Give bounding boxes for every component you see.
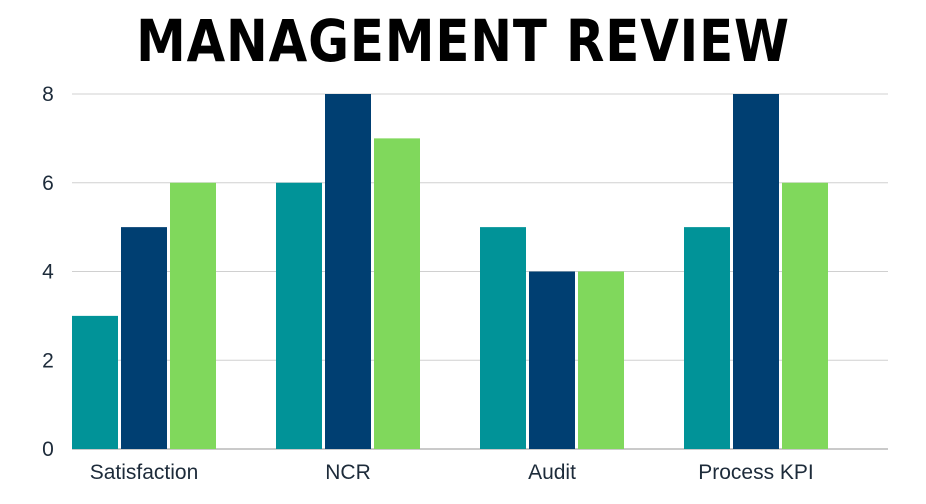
- bar-satisfaction-1: [72, 315, 118, 449]
- x-axis-labels: Satisfaction NCR Audit Process KPI: [90, 461, 814, 484]
- y-tick-label: 6: [42, 172, 54, 195]
- bar-audit-3: [578, 271, 624, 449]
- y-tick-label: 0: [42, 438, 54, 461]
- y-tick-label: 4: [42, 261, 54, 284]
- x-category-label: Process KPI: [698, 461, 814, 484]
- bar-ncr-3: [374, 138, 420, 449]
- bar-process-kpi-2: [733, 94, 779, 449]
- x-category-label: Satisfaction: [90, 461, 199, 484]
- bar-satisfaction-2: [121, 227, 167, 449]
- bars: [72, 94, 828, 449]
- bar-audit-2: [529, 271, 575, 449]
- chart-title: MANAGEMENT REVIEW: [136, 7, 790, 75]
- y-tick-label: 8: [42, 83, 54, 106]
- y-tick-label: 2: [42, 349, 54, 372]
- bar-satisfaction-3: [170, 182, 216, 449]
- y-axis-ticks: 0 2 4 6 8: [42, 83, 54, 461]
- x-category-label: NCR: [325, 461, 371, 484]
- x-category-label: Audit: [528, 461, 576, 484]
- bar-ncr-1: [276, 182, 322, 449]
- bar-ncr-2: [325, 94, 371, 449]
- bar-process-kpi-1: [684, 227, 730, 449]
- bar-process-kpi-3: [782, 182, 828, 449]
- bar-audit-1: [480, 227, 526, 449]
